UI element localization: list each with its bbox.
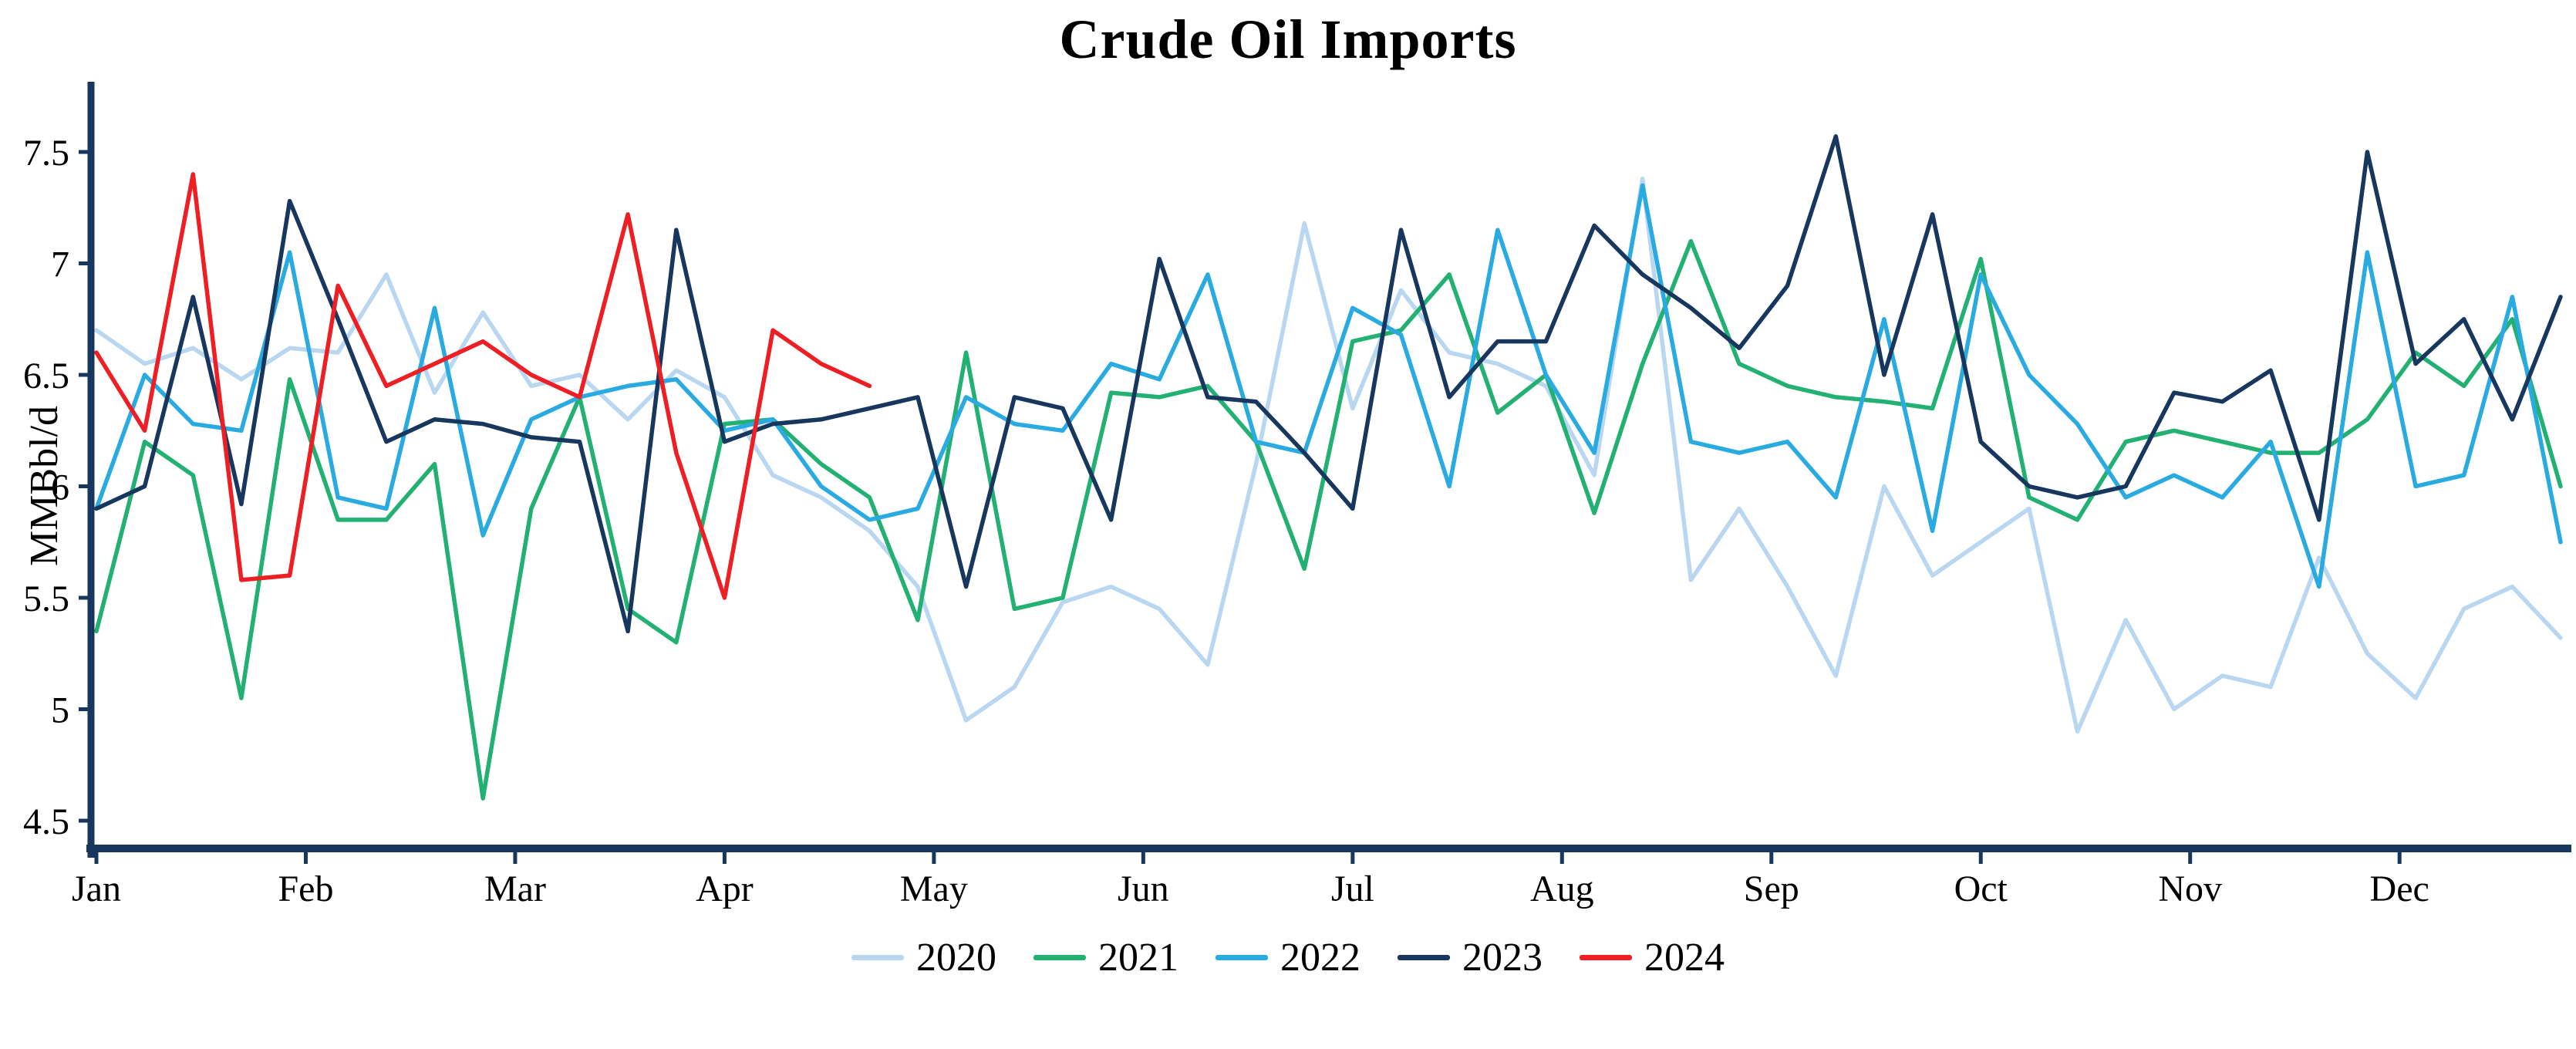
series-line-2020 <box>94 176 2563 734</box>
x-tick-label: Jul <box>1331 869 1374 909</box>
x-tick-label: Aug <box>1530 869 1594 909</box>
legend: 2020 2021 2022 2023 2024 <box>0 935 2576 980</box>
y-tick-label: 5 <box>51 690 69 731</box>
x-tick-label: Dec <box>2370 869 2429 909</box>
y-tick-label: 7 <box>51 245 69 285</box>
chart-title: Crude Oil Imports <box>1059 8 1517 70</box>
legend-label-2023: 2023 <box>1462 936 1543 980</box>
series-line-2021 <box>94 238 2563 801</box>
x-tick-label: Nov <box>2158 869 2222 909</box>
x-tick-label: May <box>900 869 968 909</box>
legend-label-2024: 2024 <box>1644 936 1725 980</box>
legend-label-2020: 2020 <box>916 936 996 980</box>
legend-swatch-2021-icon <box>1033 955 1086 960</box>
legend-swatch-2024-icon <box>1580 955 1632 960</box>
series-line-2022 <box>94 183 2563 589</box>
x-tick-label: Feb <box>278 869 333 909</box>
y-tick-label: 6.5 <box>23 356 69 396</box>
legend-item-2021: 2021 <box>1033 935 1178 980</box>
series-line-2024 <box>94 172 872 600</box>
x-tick-label: Oct <box>1954 869 2008 909</box>
legend-swatch-2020-icon <box>851 955 904 960</box>
legend-item-2022: 2022 <box>1216 935 1360 980</box>
y-tick-label: 7.5 <box>23 133 69 174</box>
legend-item-2020: 2020 <box>851 935 996 980</box>
y-tick-label: 5.5 <box>23 578 69 619</box>
x-tick-label: Sep <box>1744 869 1799 909</box>
x-tick-label: Jun <box>1118 869 1169 909</box>
legend-item-2023: 2023 <box>1398 935 1543 980</box>
legend-swatch-2023-icon <box>1398 955 1450 960</box>
y-tick-label: 6 <box>51 467 69 508</box>
legend-label-2022: 2022 <box>1280 936 1360 980</box>
x-tick-label: Apr <box>696 869 754 909</box>
y-tick-label: 4.5 <box>23 801 69 842</box>
series-line-2023 <box>94 134 2563 634</box>
legend-item-2024: 2024 <box>1580 935 1725 980</box>
x-tick-label: Jan <box>72 869 121 909</box>
legend-label-2021: 2021 <box>1098 936 1178 980</box>
legend-swatch-2022-icon <box>1216 955 1268 960</box>
x-tick-label: Mar <box>484 869 546 909</box>
